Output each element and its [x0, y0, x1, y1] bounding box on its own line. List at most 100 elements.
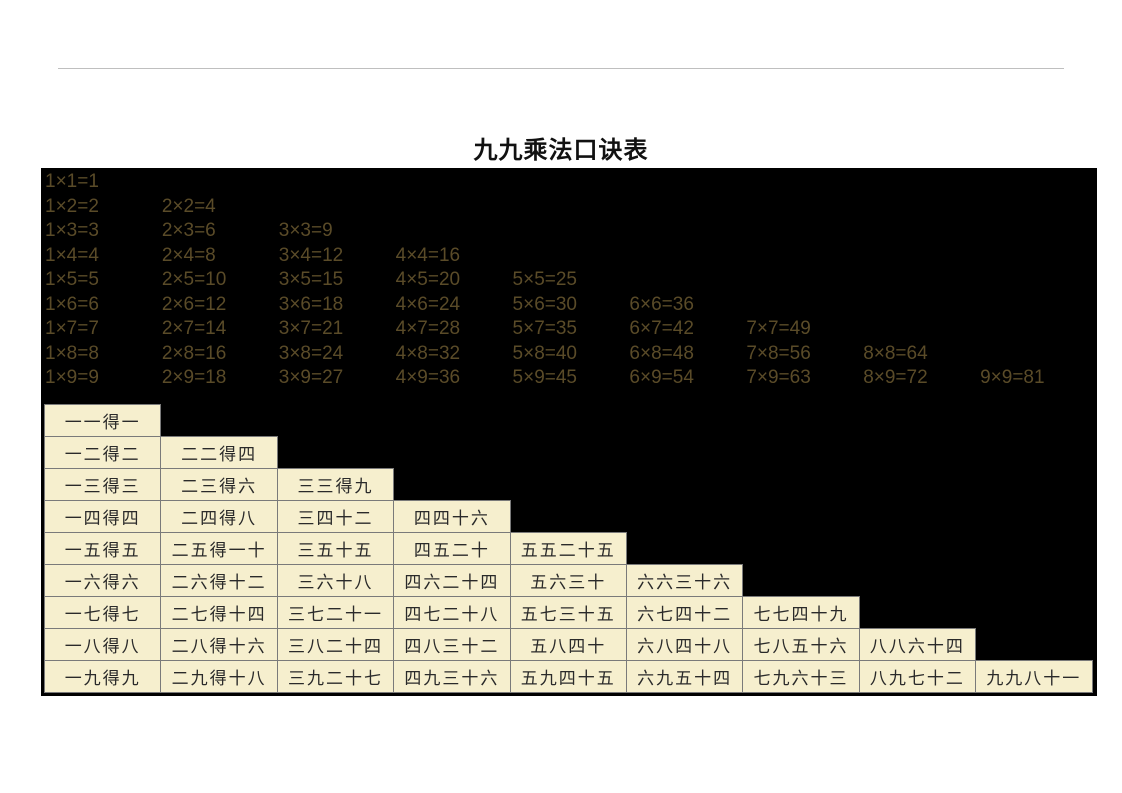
mnemonic-cell: 四八三十二 — [394, 629, 510, 661]
mnemonic-cell: 七九六十三 — [743, 661, 859, 693]
numeric-cell-empty — [513, 219, 630, 244]
numeric-cell-empty — [629, 268, 746, 293]
numeric-cell-empty — [396, 170, 513, 195]
mnemonic-cell: 三五十五 — [277, 533, 393, 565]
numeric-cell-empty — [980, 317, 1097, 342]
numeric-cell: 3×3=9 — [279, 219, 396, 244]
mnemonic-cell: 一三得三 — [45, 469, 161, 501]
mnemonic-cell-empty — [976, 565, 1092, 597]
mnemonic-row: 一七得七二七得十四三七二十一四七二十八五七三十五六七四十二七七四十九 — [45, 597, 1093, 629]
numeric-row: 1×4=42×4=83×4=124×4=16 — [45, 244, 1097, 269]
numeric-cell-empty — [629, 244, 746, 269]
mnemonic-cell: 二三得六 — [161, 469, 277, 501]
mnemonic-cell: 一一得一 — [45, 405, 161, 437]
numeric-cell-empty — [513, 195, 630, 220]
numeric-cell: 4×5=20 — [396, 268, 513, 293]
numeric-cell: 9×9=81 — [980, 366, 1097, 391]
mnemonic-cell-empty — [976, 597, 1092, 629]
numeric-row: 1×7=72×7=143×7=214×7=285×7=356×7=427×7=4… — [45, 317, 1097, 342]
mnemonic-cell-empty — [510, 405, 626, 437]
numeric-cell-empty — [863, 195, 980, 220]
mnemonic-cell: 四七二十八 — [394, 597, 510, 629]
numeric-cell: 5×6=30 — [513, 293, 630, 318]
mnemonic-cell: 六八四十八 — [626, 629, 742, 661]
numeric-cell: 4×7=28 — [396, 317, 513, 342]
mnemonic-cell: 五五二十五 — [510, 533, 626, 565]
mnemonic-cell: 五七三十五 — [510, 597, 626, 629]
numeric-cell: 5×8=40 — [513, 342, 630, 367]
mnemonic-row: 一九得九二九得十八三九二十七四九三十六五九四十五六九五十四七九六十三八九七十二九… — [45, 661, 1093, 693]
mnemonic-cell-empty — [161, 405, 277, 437]
mnemonic-cell-empty — [859, 501, 975, 533]
mnemonic-cell: 八九七十二 — [859, 661, 975, 693]
numeric-cell: 7×9=63 — [746, 366, 863, 391]
numeric-cell-empty — [746, 170, 863, 195]
numeric-cell: 1×4=4 — [45, 244, 162, 269]
mnemonic-cell-empty — [859, 533, 975, 565]
header-rule — [58, 68, 1064, 69]
numeric-cell: 2×4=8 — [162, 244, 279, 269]
numeric-cell-empty — [746, 244, 863, 269]
mnemonic-cell-empty — [976, 533, 1092, 565]
mnemonic-cell: 三七二十一 — [277, 597, 393, 629]
numeric-cell: 6×8=48 — [629, 342, 746, 367]
chinese-mnemonic-table: 一一得一一二得二二二得四一三得三二三得六三三得九一四得四二四得八三四十二四四十六… — [44, 404, 1093, 693]
numeric-cell: 1×9=9 — [45, 366, 162, 391]
mnemonic-row: 一二得二二二得四 — [45, 437, 1093, 469]
numeric-cell-empty — [980, 244, 1097, 269]
numeric-cell-empty — [396, 219, 513, 244]
numeric-cell-empty — [162, 170, 279, 195]
mnemonic-cell-empty — [859, 437, 975, 469]
mnemonic-cell: 八八六十四 — [859, 629, 975, 661]
mnemonic-cell-empty — [626, 405, 742, 437]
numeric-cell: 6×6=36 — [629, 293, 746, 318]
mnemonic-cell: 三九二十七 — [277, 661, 393, 693]
mnemonic-cell: 一五得五 — [45, 533, 161, 565]
mnemonic-row: 一三得三二三得六三三得九 — [45, 469, 1093, 501]
numeric-cell: 8×8=64 — [863, 342, 980, 367]
mnemonic-cell-empty — [976, 629, 1092, 661]
numeric-cell: 1×1=1 — [45, 170, 162, 195]
numeric-cell: 3×7=21 — [279, 317, 396, 342]
mnemonic-cell: 五九四十五 — [510, 661, 626, 693]
numeric-cell-empty — [980, 342, 1097, 367]
mnemonic-cell-empty — [394, 437, 510, 469]
mnemonic-cell: 二八得十六 — [161, 629, 277, 661]
numeric-cell-empty — [980, 268, 1097, 293]
mnemonic-cell-empty — [743, 533, 859, 565]
numeric-cell: 5×7=35 — [513, 317, 630, 342]
numeric-cell-empty — [746, 293, 863, 318]
mnemonic-cell: 二九得十八 — [161, 661, 277, 693]
numeric-cell-empty — [863, 268, 980, 293]
numeric-cell-empty — [863, 293, 980, 318]
numeric-cell: 2×5=10 — [162, 268, 279, 293]
numeric-cell-empty — [629, 219, 746, 244]
mnemonic-cell-empty — [859, 405, 975, 437]
numeric-row: 1×2=22×2=4 — [45, 195, 1097, 220]
mnemonic-cell-empty — [626, 469, 742, 501]
numeric-cell: 2×9=18 — [162, 366, 279, 391]
numeric-row: 1×8=82×8=163×8=244×8=325×8=406×8=487×8=5… — [45, 342, 1097, 367]
mnemonic-cell: 七八五十六 — [743, 629, 859, 661]
numeric-cell-empty — [863, 170, 980, 195]
mnemonic-cell-empty — [277, 405, 393, 437]
mnemonic-cell: 四六二十四 — [394, 565, 510, 597]
numeric-cell: 5×9=45 — [513, 366, 630, 391]
mnemonic-cell: 一六得六 — [45, 565, 161, 597]
mnemonic-cell: 一四得四 — [45, 501, 161, 533]
mnemonic-cell-empty — [626, 501, 742, 533]
numeric-cell: 7×7=49 — [746, 317, 863, 342]
numeric-cell: 3×6=18 — [279, 293, 396, 318]
numeric-cell-empty — [746, 219, 863, 244]
numeric-cell-empty — [863, 244, 980, 269]
mnemonic-cell: 六七四十二 — [626, 597, 742, 629]
mnemonic-cell: 六九五十四 — [626, 661, 742, 693]
mnemonic-cell-empty — [976, 405, 1092, 437]
mnemonic-cell-empty — [626, 437, 742, 469]
numeric-cell-empty — [980, 170, 1097, 195]
mnemonic-cell-empty — [394, 405, 510, 437]
numeric-cell: 3×8=24 — [279, 342, 396, 367]
numeric-cell-empty — [629, 170, 746, 195]
mnemonic-cell-empty — [859, 469, 975, 501]
numeric-cell: 1×7=7 — [45, 317, 162, 342]
